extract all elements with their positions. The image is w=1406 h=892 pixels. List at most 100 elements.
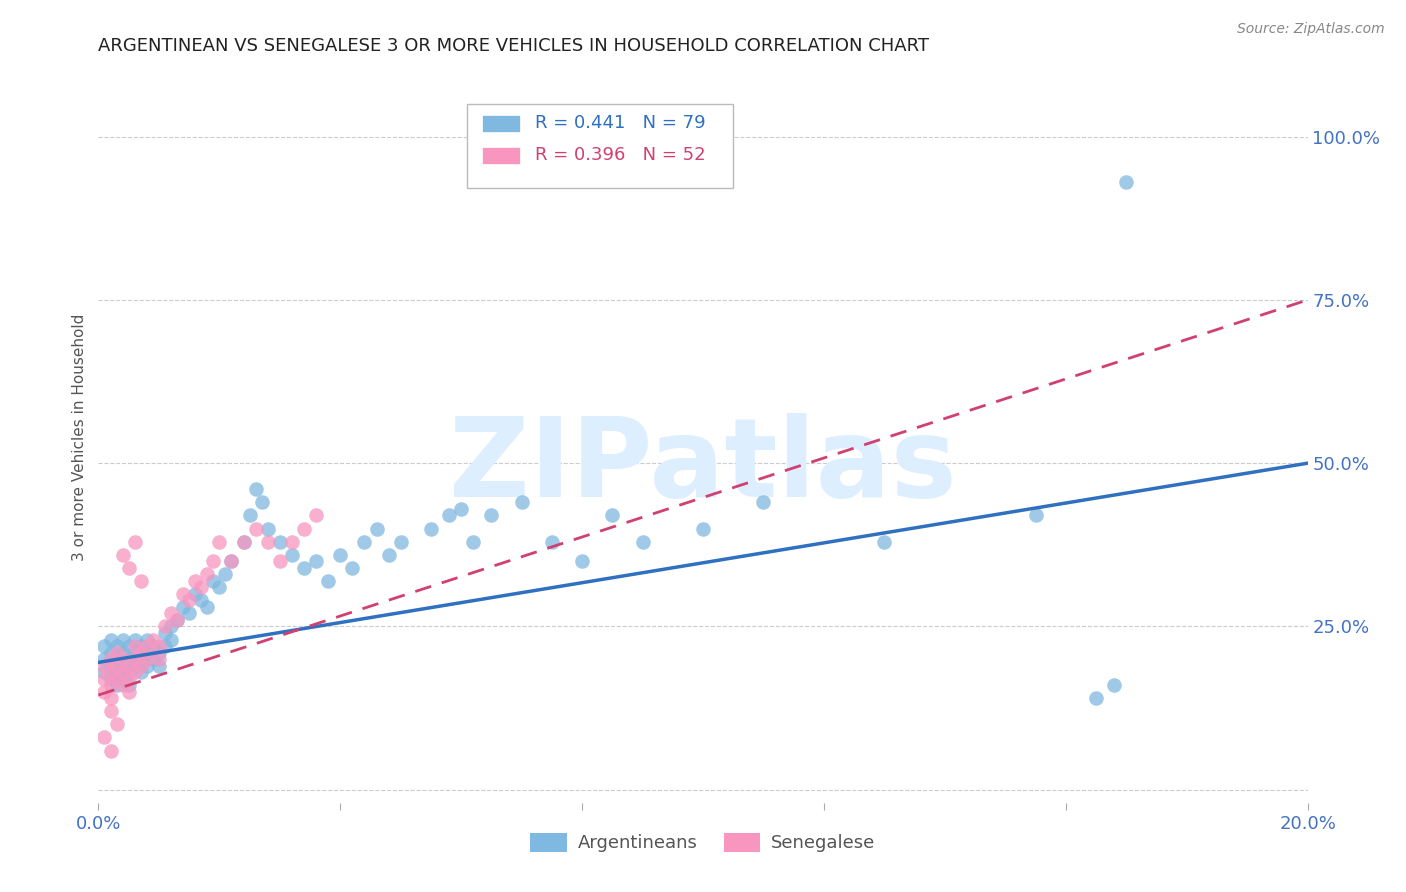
- Point: [221, 554, 243, 568]
- Point: [111, 632, 134, 647]
- Point: [129, 652, 152, 666]
- Point: [377, 548, 399, 562]
- Point: [172, 587, 194, 601]
- Point: [1115, 175, 1137, 189]
- Point: [510, 495, 533, 509]
- Point: [172, 599, 194, 614]
- Point: [129, 646, 152, 660]
- Point: [111, 672, 134, 686]
- Bar: [482, 146, 520, 164]
- Point: [124, 665, 146, 680]
- Point: [124, 646, 146, 660]
- Point: [631, 534, 654, 549]
- Point: [118, 678, 141, 692]
- Point: [269, 554, 291, 568]
- Point: [100, 658, 122, 673]
- Point: [602, 508, 624, 523]
- Point: [111, 665, 134, 680]
- Point: [100, 743, 122, 757]
- Y-axis label: 3 or more Vehicles in Household: 3 or more Vehicles in Household: [72, 313, 87, 561]
- Point: [692, 521, 714, 535]
- Legend: Argentineans, Senegalese: Argentineans, Senegalese: [523, 826, 883, 860]
- Point: [124, 639, 146, 653]
- Point: [256, 534, 278, 549]
- Point: [208, 534, 231, 549]
- Point: [129, 658, 152, 673]
- Point: [292, 521, 315, 535]
- Point: [135, 632, 157, 647]
- Point: [1024, 508, 1046, 523]
- Point: [124, 652, 146, 666]
- Point: [111, 658, 134, 673]
- Point: [105, 646, 128, 660]
- Point: [129, 574, 152, 588]
- Point: [202, 554, 225, 568]
- Point: [221, 554, 243, 568]
- Point: [245, 521, 267, 535]
- Point: [129, 665, 152, 680]
- Point: [100, 691, 122, 706]
- Point: [148, 646, 170, 660]
- Point: [179, 593, 201, 607]
- Point: [292, 560, 315, 574]
- Point: [100, 652, 122, 666]
- Point: [93, 658, 115, 673]
- Point: [153, 626, 176, 640]
- Text: R = 0.396   N = 52: R = 0.396 N = 52: [534, 145, 706, 164]
- Point: [129, 639, 152, 653]
- Point: [118, 685, 141, 699]
- Bar: [482, 114, 520, 132]
- Point: [118, 652, 141, 666]
- Point: [135, 646, 157, 660]
- Point: [481, 508, 503, 523]
- Point: [420, 521, 443, 535]
- Point: [93, 672, 115, 686]
- Point: [148, 639, 170, 653]
- Point: [100, 632, 122, 647]
- Point: [160, 619, 183, 633]
- Point: [195, 567, 218, 582]
- Point: [93, 652, 115, 666]
- Point: [153, 619, 176, 633]
- Point: [281, 548, 304, 562]
- Point: [105, 639, 128, 653]
- Point: [93, 639, 115, 653]
- Point: [160, 632, 183, 647]
- Point: [93, 685, 115, 699]
- Point: [100, 646, 122, 660]
- Point: [118, 665, 141, 680]
- Point: [752, 495, 775, 509]
- Point: [105, 678, 128, 692]
- Text: ARGENTINEAN VS SENEGALESE 3 OR MORE VEHICLES IN HOUSEHOLD CORRELATION CHART: ARGENTINEAN VS SENEGALESE 3 OR MORE VEHI…: [98, 37, 929, 54]
- Point: [281, 534, 304, 549]
- Point: [124, 658, 146, 673]
- Point: [1102, 678, 1125, 692]
- Point: [105, 665, 128, 680]
- Point: [269, 534, 291, 549]
- Point: [208, 580, 231, 594]
- Point: [437, 508, 460, 523]
- Point: [142, 632, 165, 647]
- Point: [305, 554, 328, 568]
- Point: [135, 639, 157, 653]
- Point: [389, 534, 412, 549]
- Point: [250, 495, 273, 509]
- Point: [105, 717, 128, 731]
- Point: [463, 534, 485, 549]
- Text: R = 0.441   N = 79: R = 0.441 N = 79: [534, 113, 706, 131]
- Point: [195, 599, 218, 614]
- Point: [105, 658, 128, 673]
- Point: [166, 613, 188, 627]
- Point: [124, 632, 146, 647]
- Point: [329, 548, 352, 562]
- Point: [179, 607, 201, 621]
- Point: [118, 639, 141, 653]
- Point: [256, 521, 278, 535]
- FancyBboxPatch shape: [467, 104, 734, 188]
- Text: Source: ZipAtlas.com: Source: ZipAtlas.com: [1237, 22, 1385, 37]
- Point: [316, 574, 339, 588]
- Point: [873, 534, 896, 549]
- Point: [153, 639, 176, 653]
- Point: [540, 534, 562, 549]
- Point: [148, 652, 170, 666]
